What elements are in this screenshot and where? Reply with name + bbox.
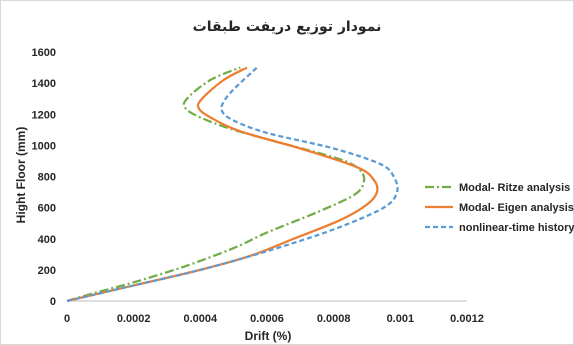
- y-axis-label: Hight Floor (mm): [14, 127, 28, 224]
- legend-label: Modal- Ritze analysis: [459, 182, 570, 194]
- x-tick-label: 0.001: [387, 313, 415, 325]
- y-tick-label: 0: [50, 296, 56, 308]
- series-line-3: [66, 66, 399, 303]
- y-tick-label: 1000: [32, 140, 56, 152]
- legend-label: Modal- Eigen analysis: [459, 202, 574, 214]
- x-axis-label: Drift (%): [245, 329, 292, 343]
- y-tick-label: 800: [38, 172, 56, 184]
- chart-title: نمودار توزیع دریفت طبقات: [193, 19, 382, 35]
- x-tick-label: 0.0008: [317, 313, 351, 325]
- y-tick-label: 1400: [32, 78, 56, 90]
- x-tick-label: 0.0004: [184, 313, 219, 325]
- series-layer: [66, 66, 399, 303]
- series-line-2: [66, 66, 379, 303]
- x-tick-label: 0.0006: [250, 313, 284, 325]
- y-tick-label: 1200: [32, 109, 56, 121]
- legend: Modal- Ritze analysis Modal- Eigen analys…: [425, 182, 574, 234]
- y-tick-label: 400: [38, 234, 56, 246]
- x-tick-label: 0: [64, 313, 70, 325]
- x-tick-label: 0.0012: [450, 313, 484, 325]
- legend-label: nonlinear-time history: [459, 222, 574, 234]
- series-line-1: [66, 66, 366, 303]
- y-tick-label: 1600: [32, 47, 56, 59]
- y-tick-label: 200: [38, 265, 56, 277]
- y-axis: 0 200 400 600 800 1000 1200 1400 1600: [32, 47, 56, 308]
- x-axis: 0 0.0002 0.0004 0.0006 0.0008 0.001 0.0012: [64, 313, 484, 325]
- plot-area: 0 0.0002 0.0004 0.0006 0.0008 0.001 0.0012 0 20…: [32, 47, 484, 325]
- x-tick-label: 0.0002: [117, 313, 151, 325]
- y-tick-label: 600: [38, 203, 56, 215]
